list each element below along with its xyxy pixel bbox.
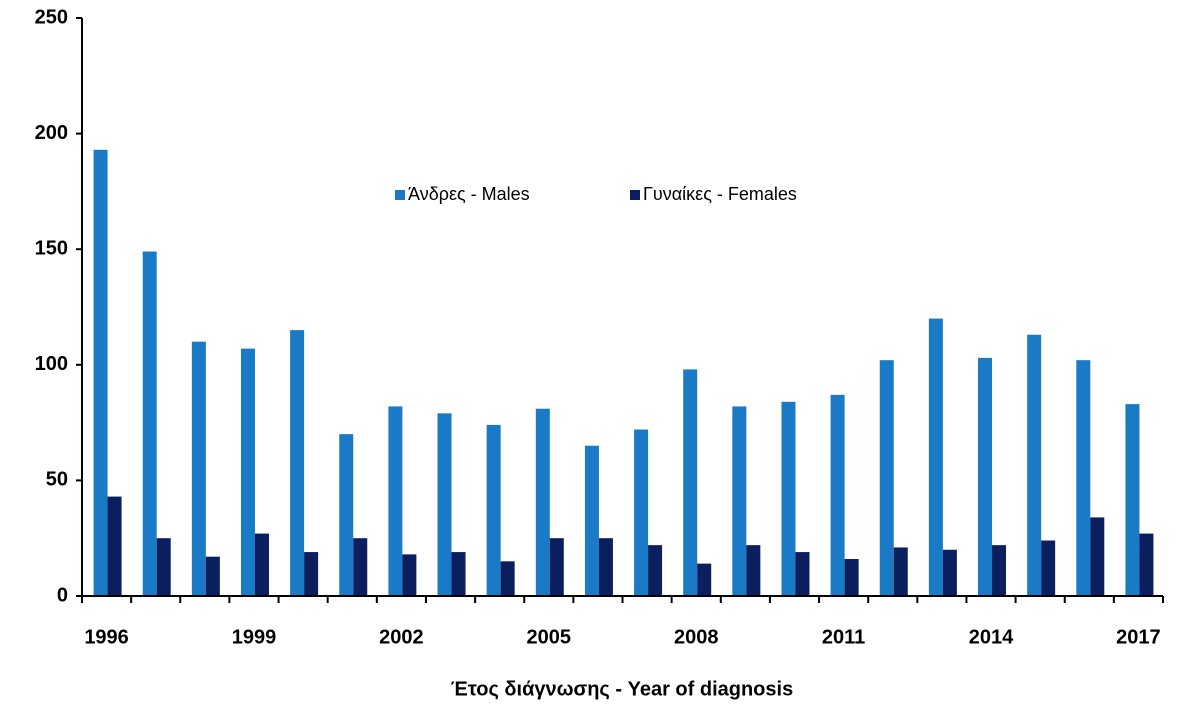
bar: [402, 554, 417, 596]
bar: [928, 318, 943, 596]
bar: [697, 563, 712, 596]
legend-label: Άνδρες - Males: [408, 184, 530, 204]
bar: [683, 369, 698, 596]
bar: [451, 552, 466, 596]
bar: [648, 545, 663, 596]
bar: [304, 552, 319, 596]
bar: [634, 429, 649, 596]
bar: [844, 559, 859, 596]
y-tick-label: 200: [35, 122, 68, 144]
bar: [598, 538, 613, 596]
bar: [156, 538, 171, 596]
x-tick-label: 2014: [969, 626, 1014, 648]
x-tick-label: 1999: [232, 626, 277, 648]
bar: [535, 408, 550, 596]
y-tick-label: 50: [46, 469, 68, 491]
bar: [549, 538, 564, 596]
x-tick-label: 2017: [1116, 626, 1161, 648]
y-tick-label: 100: [35, 353, 68, 375]
bar: [746, 545, 761, 596]
x-tick-label: 2008: [674, 626, 719, 648]
legend-swatch: [630, 190, 640, 200]
bar: [107, 496, 122, 596]
legend-label: Γυναίκες - Females: [643, 184, 797, 204]
bar: [93, 149, 108, 596]
bar: [781, 401, 796, 596]
x-tick-label: 2002: [379, 626, 424, 648]
y-tick-label: 150: [35, 237, 68, 259]
bar: [388, 406, 403, 596]
bar: [191, 341, 206, 596]
bar: [339, 434, 354, 596]
bar: [795, 552, 810, 596]
x-axis-label: Έτος διάγνωσης - Year of diagnosis: [451, 678, 793, 700]
bar: [500, 561, 515, 596]
bar: [978, 357, 993, 596]
bar: [1090, 517, 1105, 596]
y-tick-label: 0: [57, 584, 68, 606]
bar: [353, 538, 368, 596]
x-tick-label: 1996: [84, 626, 129, 648]
bar: [142, 251, 157, 596]
x-tick-label: 2005: [527, 626, 572, 648]
bar: [290, 330, 305, 596]
legend-swatch: [395, 190, 405, 200]
bar: [1076, 360, 1091, 596]
bar: [1139, 533, 1154, 596]
bar: [992, 545, 1007, 596]
bar: [732, 406, 747, 596]
bar: [486, 424, 501, 596]
bar: [205, 556, 220, 596]
y-tick-label: 250: [35, 6, 68, 28]
bar: [254, 533, 269, 596]
bar: [1125, 404, 1140, 596]
bar: [584, 445, 599, 596]
bar: [240, 348, 255, 596]
bar: [1027, 334, 1042, 596]
bar: [1041, 540, 1056, 596]
bar: [437, 413, 452, 596]
bar: [893, 547, 908, 596]
bar: [830, 394, 845, 596]
x-tick-label: 2011: [822, 626, 865, 648]
bar: [942, 549, 957, 596]
bar: [879, 360, 894, 596]
